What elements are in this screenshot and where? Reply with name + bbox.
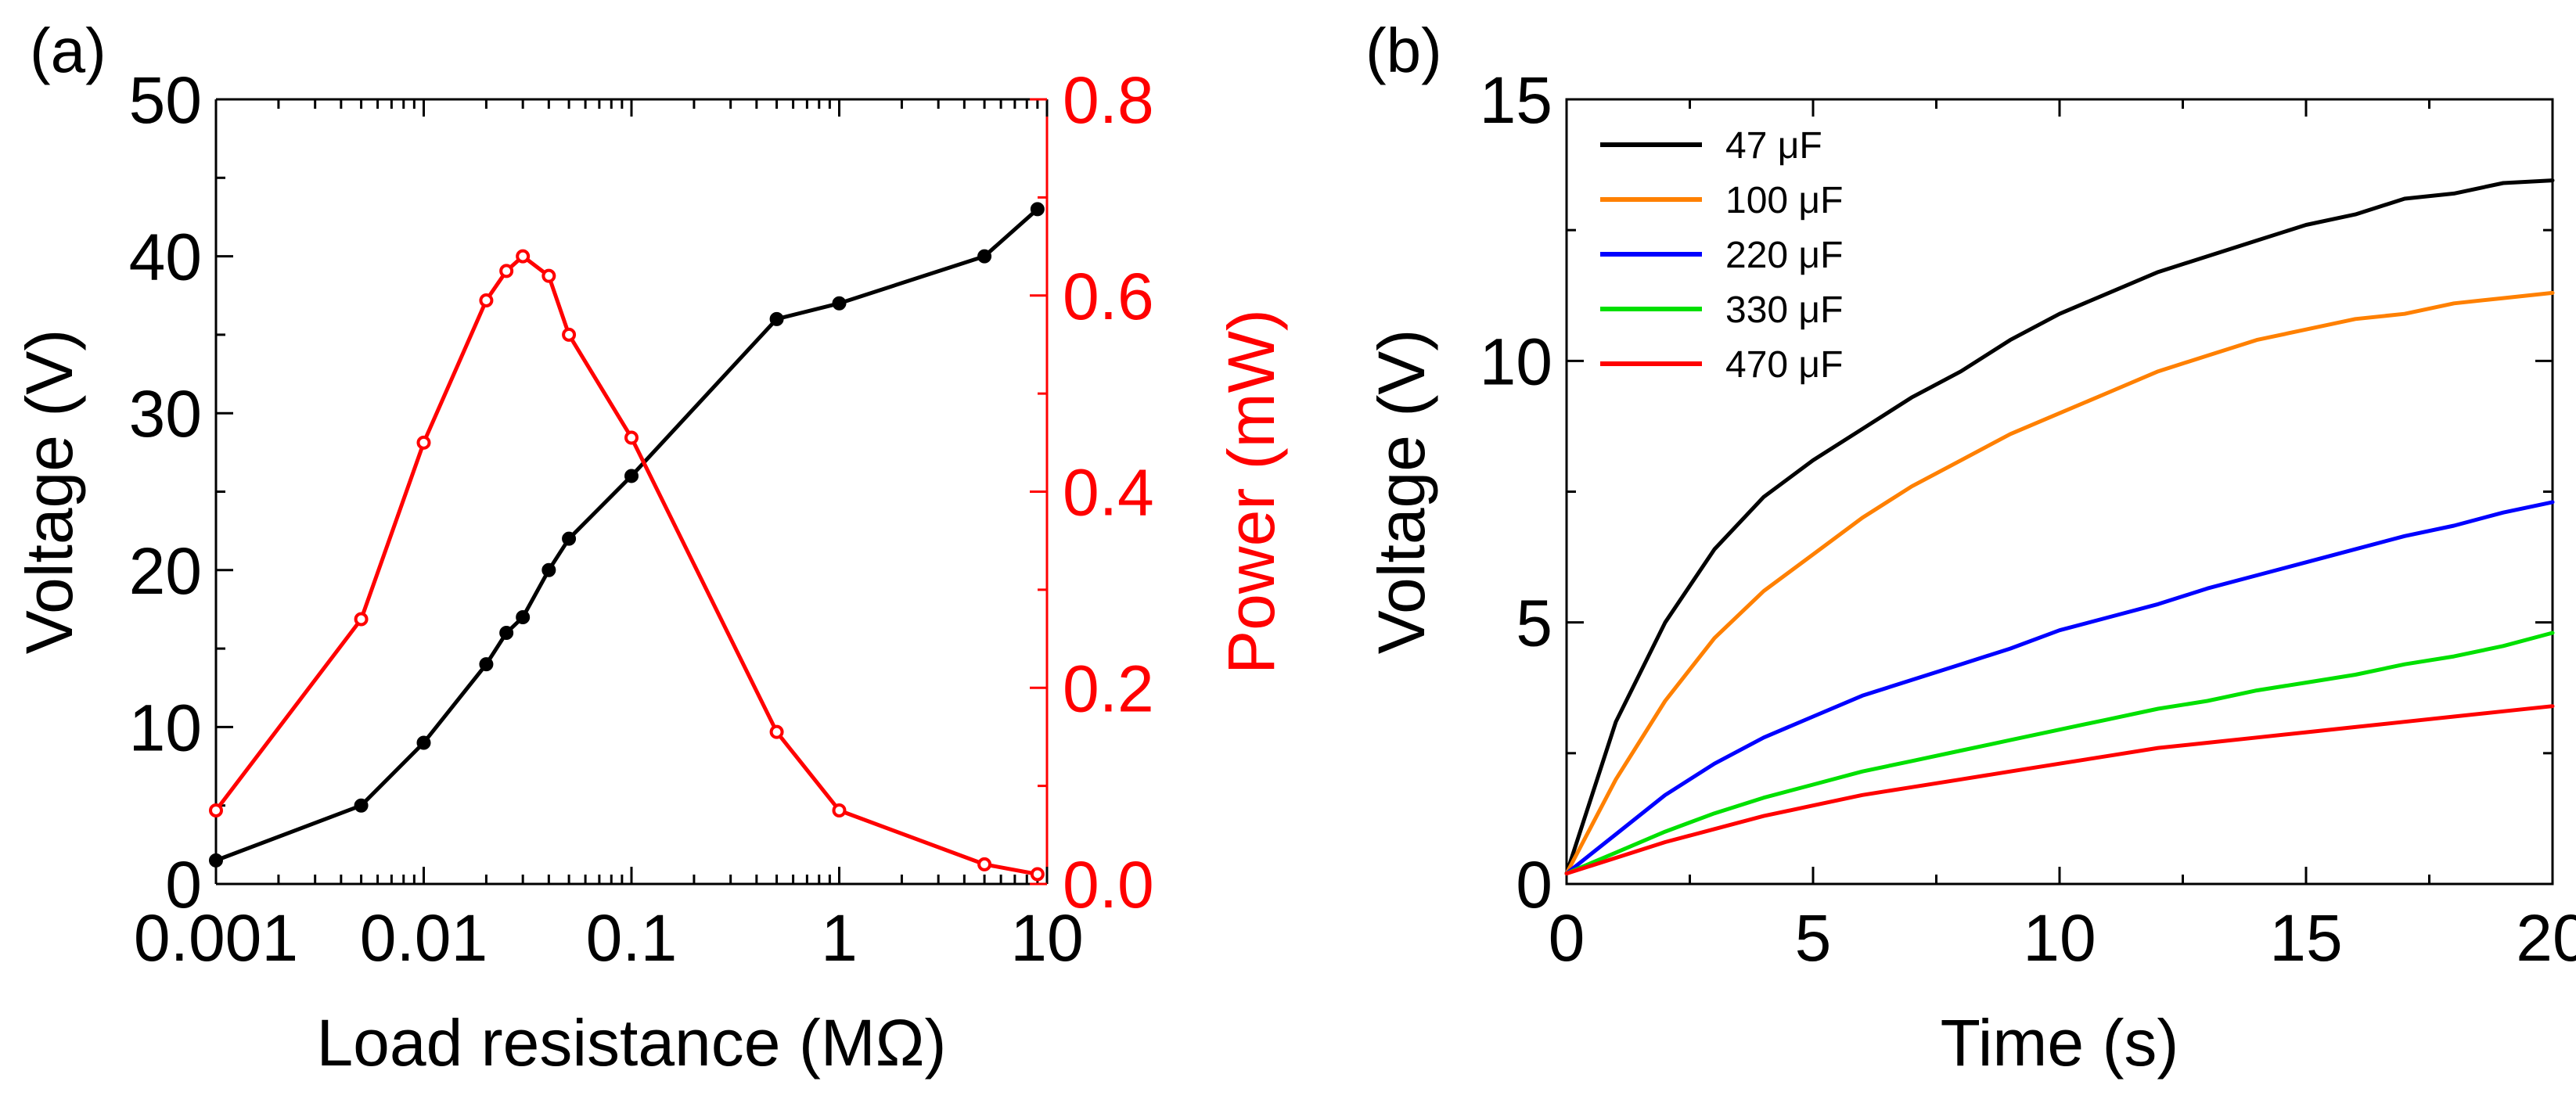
y-tick-label: 10 xyxy=(1480,325,1552,398)
data-point-voltage xyxy=(416,735,431,750)
x-axis-title: Time (s) xyxy=(1941,1006,2179,1080)
y-right-tick-label: 0.4 xyxy=(1063,456,1154,530)
x-tick-label: 1 xyxy=(821,901,858,975)
legend: 47 μF 100 μF 220 μF 330 μF 470 μF xyxy=(1600,125,1843,386)
data-point-power xyxy=(541,268,556,283)
data-point-voltage xyxy=(499,626,514,641)
plot-frame xyxy=(1565,98,2554,886)
data-point-power xyxy=(516,249,531,264)
data-point-voltage xyxy=(1030,202,1045,217)
legend-label: 330 μF xyxy=(1725,289,1843,331)
y-right-tick-label: 0.2 xyxy=(1063,652,1154,725)
x-tick-label: 10 xyxy=(2023,901,2096,975)
series-line-100-μf xyxy=(1564,290,2555,876)
y-tick-label: 0 xyxy=(1516,848,1552,922)
data-point-power xyxy=(562,327,577,342)
data-point-voltage xyxy=(541,562,556,577)
x-tick-label: 15 xyxy=(2269,901,2342,975)
data-point-voltage xyxy=(624,469,639,483)
y-right-tick-label: 0.8 xyxy=(1063,63,1154,137)
data-point-voltage xyxy=(769,311,784,326)
series-line-voltage xyxy=(215,207,1039,863)
y-axis-title: Voltage (V) xyxy=(13,329,86,655)
data-point-power xyxy=(499,264,514,278)
y-tick-label: 10 xyxy=(129,691,202,764)
x-tick-label: 0 xyxy=(1549,901,1585,975)
data-point-power xyxy=(977,857,992,871)
legend-label: 220 μF xyxy=(1725,235,1843,276)
series-line-330-μf xyxy=(1564,631,2555,876)
y-tick-label: 20 xyxy=(129,534,202,608)
x-axis-title: Load resistance (MΩ) xyxy=(316,1006,946,1080)
x-tick-label: 0.001 xyxy=(134,901,298,975)
data-point-voltage xyxy=(209,853,223,868)
y-tick-label: 40 xyxy=(129,221,202,294)
panel-label-a: (a) xyxy=(30,16,106,85)
data-point-voltage xyxy=(977,249,992,264)
data-point-voltage xyxy=(516,609,531,624)
x-tick-label: 20 xyxy=(2516,901,2576,975)
data-point-power xyxy=(209,803,223,817)
y-tick-label: 0 xyxy=(165,848,202,922)
data-point-power xyxy=(354,612,369,627)
y-right-tick-label: 0.0 xyxy=(1063,848,1154,922)
data-point-voltage xyxy=(354,798,369,813)
y-tick-label: 5 xyxy=(1516,587,1552,660)
series-line-470-μf xyxy=(1564,704,2555,876)
panel-label-b: (b) xyxy=(1365,16,1442,85)
legend-label: 47 μF xyxy=(1725,125,1822,167)
y-right-tick-label: 0.6 xyxy=(1063,260,1154,333)
data-point-voltage xyxy=(562,531,577,546)
data-point-power xyxy=(624,430,639,445)
data-point-power xyxy=(416,435,431,450)
x-tick-label: 0.1 xyxy=(586,901,678,975)
panel-a: (a) 0.001 0.01 0.1 1 10 0 10 20 30 40 50 0.0 0.2 0.4 0.… xyxy=(13,16,1288,1080)
y-axis-title: Voltage (V) xyxy=(1365,329,1438,655)
y-tick-label: 15 xyxy=(1480,63,1552,137)
panel-b: (b) 0 5 10 15 20 0 5 10 15 Time (s) Voltage (V) 47 μ… xyxy=(1365,16,2576,1080)
series-line-47-μf xyxy=(1564,178,2555,876)
data-point-power xyxy=(1030,867,1045,882)
y-right-axis-title: Power (mW) xyxy=(1214,309,1288,674)
data-point-voltage xyxy=(479,657,494,672)
y-tick-label: 30 xyxy=(129,377,202,451)
x-tick-label: 10 xyxy=(1010,901,1083,975)
legend-label: 100 μF xyxy=(1725,180,1843,221)
data-point-power xyxy=(832,803,847,817)
series-line-220-μf xyxy=(1564,500,2555,876)
x-tick-label: 5 xyxy=(1795,901,1832,975)
data-point-power xyxy=(769,724,784,739)
series-line-power xyxy=(214,254,1038,876)
y-tick-label: 50 xyxy=(129,63,202,137)
data-point-power xyxy=(479,293,494,308)
x-tick-label: 0.01 xyxy=(360,901,488,975)
data-point-voltage xyxy=(832,296,847,311)
legend-label: 470 μF xyxy=(1725,344,1843,386)
